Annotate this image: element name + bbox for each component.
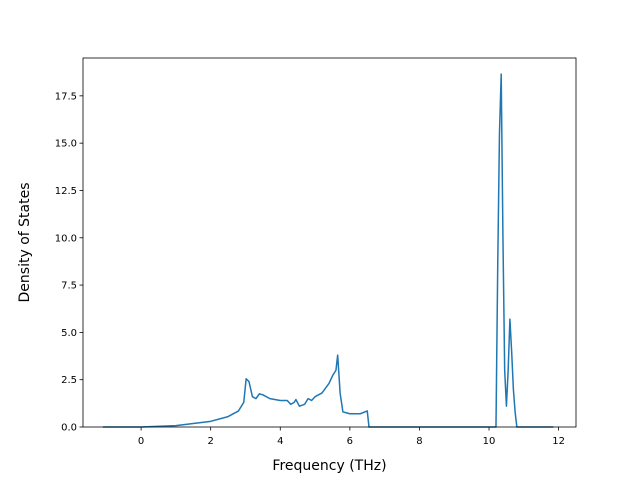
y-tick-label: 2.5: [61, 375, 77, 386]
line-series: [102, 73, 554, 428]
x-tick-label: 2: [207, 436, 213, 447]
plot-frame: [82, 57, 577, 428]
y-tick-label: 17.5: [55, 91, 77, 102]
x-tick-label: 0: [138, 436, 144, 447]
y-tick-label: 10.0: [55, 233, 77, 244]
x-tick-label: 6: [347, 436, 353, 447]
y-tick-label: 0.0: [61, 423, 77, 434]
x-tick-label: 8: [416, 436, 422, 447]
y-axis-label: Density of States: [17, 183, 33, 303]
y-tick-label: 7.5: [61, 281, 77, 292]
y-tick-label: 15.0: [55, 139, 77, 150]
x-tick-label: 4: [277, 436, 283, 447]
x-tick-label: 12: [552, 436, 565, 447]
y-tick-label: 5.0: [61, 328, 77, 339]
y-tick-label: 12.5: [55, 186, 77, 197]
x-tick-label: 10: [483, 436, 496, 447]
x-axis-label: Frequency (THz): [272, 458, 386, 474]
